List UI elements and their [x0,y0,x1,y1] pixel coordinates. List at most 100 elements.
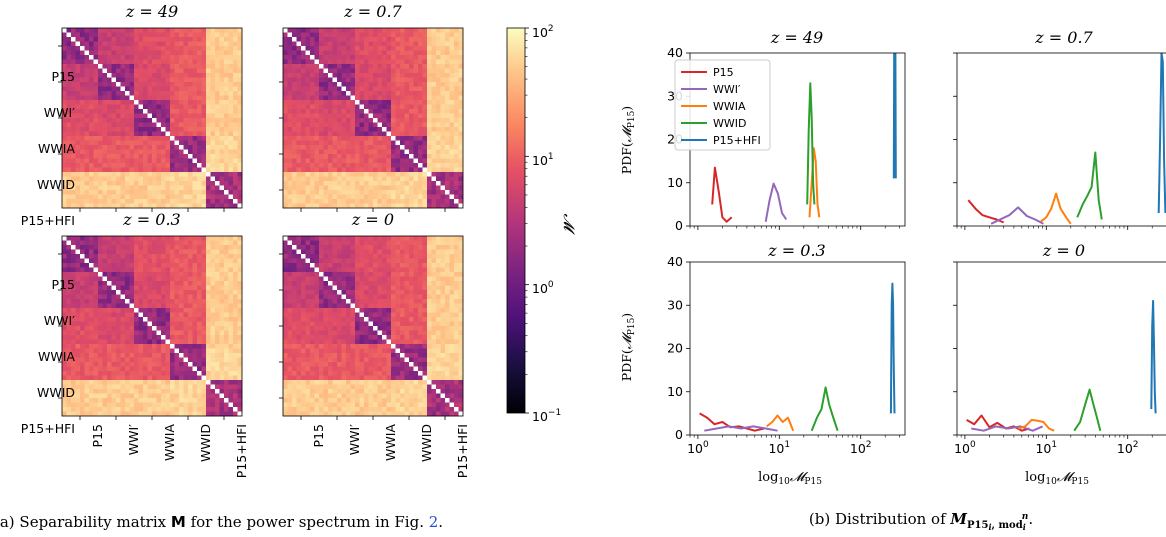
heatmap-cell [102,272,108,277]
heatmap-cell [373,154,378,159]
heatmap-cell [228,199,234,204]
heatmap-cell [156,398,162,403]
heatmap-cell [215,371,220,376]
heatmap-cell [219,371,225,376]
heatmap-cell [84,199,90,204]
heatmap-cell [66,240,72,246]
heatmap-cell [143,384,148,390]
heatmap-cell [156,172,162,177]
heatmap-cell [161,104,166,110]
heatmap-cell [62,236,67,241]
heatmap-cell [427,158,432,164]
heatmap-cell [174,167,180,173]
heatmap-cell [183,312,189,318]
heatmap-cell [283,199,288,204]
heatmap-cell [120,353,126,358]
heatmap-cell [413,154,419,159]
heatmap-cell [197,104,202,110]
heatmap-cell [120,348,126,354]
heatmap-cell [305,68,311,74]
heatmap-cell [107,77,112,83]
heatmap-cell [418,32,423,38]
heatmap-cell [138,37,144,42]
heatmap-cell [170,59,175,65]
heatmap-cell [134,176,139,182]
heatmap-cell [292,163,297,168]
heatmap-cell [147,366,153,372]
heatmap-cell [179,113,184,119]
heatmap-cell [224,154,229,159]
heatmap-cell [310,190,315,195]
heatmap-cell [165,384,171,390]
heatmap-cell [134,285,139,291]
heatmap-cell [224,104,229,110]
heatmap-cell [206,163,211,168]
heatmap-cell [440,68,446,74]
heatmap-cell [377,181,383,186]
heatmap-cell [237,335,243,340]
heatmap-cell [102,285,108,291]
heatmap-cell [156,118,162,123]
heatmap-cell [71,326,76,331]
heatmap-cell [129,294,135,300]
heatmap-cell [170,389,175,394]
heatmap-cell [219,50,225,56]
heatmap-cell [228,50,234,56]
heatmap-cell [134,258,139,264]
heatmap-cell [201,118,207,123]
heatmap-cell [170,95,175,101]
heatmap-cell [116,32,121,38]
heatmap-cell [188,181,193,186]
heatmap-cell [156,254,162,259]
heatmap-cell [391,104,396,110]
heatmap-cell [188,82,193,87]
heatmap-cell [174,245,180,250]
heatmap-cell [111,127,117,132]
heatmap-cell [80,344,85,349]
heatmap-cell [116,28,121,33]
heatmap-cell [98,348,103,354]
heatmap-cell [84,176,90,182]
heatmap-cell [134,407,139,412]
heatmap-cell [156,308,162,313]
heatmap-cell [111,136,117,141]
heatmap-cell [179,194,184,200]
heatmap-cell [93,290,99,295]
heatmap-cell [125,127,130,132]
heatmap-cell [305,59,311,65]
heatmap-cell [386,199,392,204]
heatmap-cell [102,127,108,132]
heatmap-cell [84,362,90,367]
heatmap-cell [228,37,234,42]
heatmap-cell [233,384,238,390]
heatmap-cell [346,82,351,87]
heatmap-cell [436,50,441,56]
heatmap-cell [66,326,72,331]
heatmap-cell [71,317,76,322]
heatmap-cell [111,272,117,277]
heatmap-cell [62,344,67,349]
heatmap-cell [431,136,437,141]
heatmap-cell [359,127,365,132]
heatmap-cell [71,402,76,408]
heatmap-cell [147,185,153,191]
heatmap-cell [174,163,180,168]
heatmap-cell [98,194,103,200]
heatmap-cell [125,37,130,42]
heatmap-cell [129,86,135,92]
heatmap-cell [165,326,171,331]
heatmap-cell [233,245,238,250]
heatmap-cell [328,104,333,110]
heatmap-cell [237,37,243,42]
heatmap-cell [197,249,202,255]
heatmap-cell [445,68,450,74]
heatmap-cell [395,73,401,78]
heatmap-cell [283,203,288,209]
heatmap-cell [66,407,72,412]
heatmap-cell [314,131,320,137]
heatmap-cell [80,136,85,141]
heatmap-cell [143,407,148,412]
heatmap-cell [332,113,338,119]
heatmap-cell [215,299,220,304]
heatmap-cell [219,145,225,150]
